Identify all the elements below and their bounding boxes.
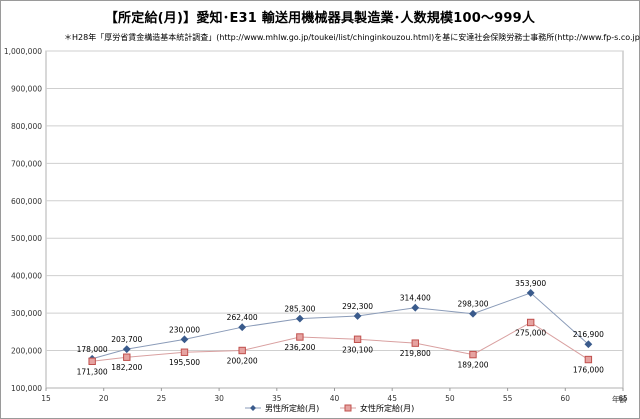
data-label: 298,300 bbox=[457, 300, 488, 309]
point-male bbox=[295, 314, 304, 323]
x-tick-label: 30 bbox=[214, 394, 224, 403]
y-tick-label: 800,000 bbox=[11, 122, 42, 131]
legend-label: 女性所定給(月) bbox=[360, 403, 414, 413]
point-female bbox=[526, 318, 535, 327]
plot-area bbox=[45, 50, 624, 389]
point-female bbox=[469, 350, 477, 359]
point-female bbox=[88, 357, 96, 366]
x-axis-label: 年齢 bbox=[612, 394, 627, 404]
series-line bbox=[92, 292, 589, 360]
y-tick-label: 700,000 bbox=[11, 159, 42, 168]
point-male bbox=[411, 303, 420, 312]
data-label: 189,200 bbox=[457, 361, 488, 370]
data-label: 314,400 bbox=[400, 294, 431, 303]
y-tick-label: 100,000 bbox=[11, 384, 42, 393]
x-tick-label: 40 bbox=[330, 394, 340, 403]
point-male bbox=[122, 345, 131, 354]
data-label: 219,800 bbox=[400, 349, 431, 358]
point-male bbox=[526, 289, 535, 297]
y-tick-label: 400,000 bbox=[11, 272, 42, 281]
point-male bbox=[180, 335, 189, 344]
y-tick-label: 300,000 bbox=[11, 309, 42, 318]
point-female bbox=[238, 346, 246, 355]
data-label: 262,400 bbox=[227, 313, 258, 322]
data-label: 236,200 bbox=[284, 343, 315, 352]
point-female bbox=[180, 348, 189, 356]
data-label: 182,200 bbox=[111, 363, 142, 372]
legend-item: 男性所定給(月) bbox=[245, 403, 319, 413]
point-male bbox=[469, 309, 477, 318]
data-label: 171,300 bbox=[77, 367, 108, 376]
legend-marker-square bbox=[344, 404, 352, 412]
x-tick-label: 25 bbox=[157, 394, 167, 403]
legend-marker-diamond bbox=[250, 405, 256, 411]
y-tick-label: 1,000,000 bbox=[4, 47, 42, 56]
legend-label: 男性所定給(月) bbox=[265, 403, 319, 413]
point-female bbox=[411, 339, 419, 347]
data-label: 353,900 bbox=[515, 279, 546, 288]
x-axis-ticks: 15 20 25 30 35 40 45 50 55 60 65 bbox=[41, 388, 628, 403]
x-tick-label: 55 bbox=[503, 394, 513, 403]
data-label: 216,900 bbox=[573, 330, 604, 339]
x-tick-label: 45 bbox=[387, 394, 397, 403]
x-tick-label: 50 bbox=[445, 394, 455, 403]
grid-lines bbox=[46, 50, 623, 352]
point-female bbox=[123, 353, 131, 361]
series-line bbox=[92, 321, 589, 362]
y-tick-label: 500,000 bbox=[11, 234, 42, 243]
y-axis-ticks: 100,000 200,000 300,000 400,000 500,000 600,0… bbox=[4, 47, 42, 393]
data-label: 285,300 bbox=[284, 305, 315, 314]
x-tick-label: 35 bbox=[272, 394, 282, 403]
x-tick-label: 15 bbox=[41, 394, 51, 403]
x-tick-label: 65 bbox=[618, 394, 628, 403]
data-label: 178,000 bbox=[77, 345, 108, 354]
y-tick-label: 200,000 bbox=[11, 347, 42, 356]
data-label: 230,100 bbox=[342, 345, 373, 354]
data-label: 195,500 bbox=[169, 358, 200, 367]
data-label: 200,200 bbox=[227, 356, 258, 365]
y-tick-label: 900,000 bbox=[11, 84, 42, 93]
point-female bbox=[353, 335, 362, 343]
point-male bbox=[353, 312, 362, 320]
data-label: 203,700 bbox=[111, 335, 142, 344]
data-label: 292,300 bbox=[342, 302, 373, 311]
y-tick-label: 600,000 bbox=[11, 197, 42, 206]
data-label: 176,000 bbox=[573, 366, 604, 375]
point-female bbox=[296, 333, 304, 341]
chart-subtitle: ＊H28年「厚労省賃金構造基本統計調査」(http://www.mhlw.go.… bbox=[64, 33, 640, 42]
data-label: 275,000 bbox=[515, 328, 546, 337]
point-male bbox=[238, 323, 247, 332]
data-label: 230,000 bbox=[169, 325, 200, 334]
series-female: 171,300 182,200 195,500 200,200 236,200 230,1… bbox=[77, 318, 604, 376]
x-tick-label: 60 bbox=[561, 394, 571, 403]
chart-title: 【所定給(月)】愛知･E31 輸送用機械器具製造業･人数規模100～999人 bbox=[104, 11, 536, 26]
legend: 男性所定給(月) 女性所定給(月) bbox=[245, 403, 414, 413]
point-male bbox=[584, 340, 593, 349]
legend-item: 女性所定給(月) bbox=[340, 403, 414, 413]
point-female bbox=[584, 355, 593, 364]
x-tick-label: 20 bbox=[99, 394, 109, 403]
